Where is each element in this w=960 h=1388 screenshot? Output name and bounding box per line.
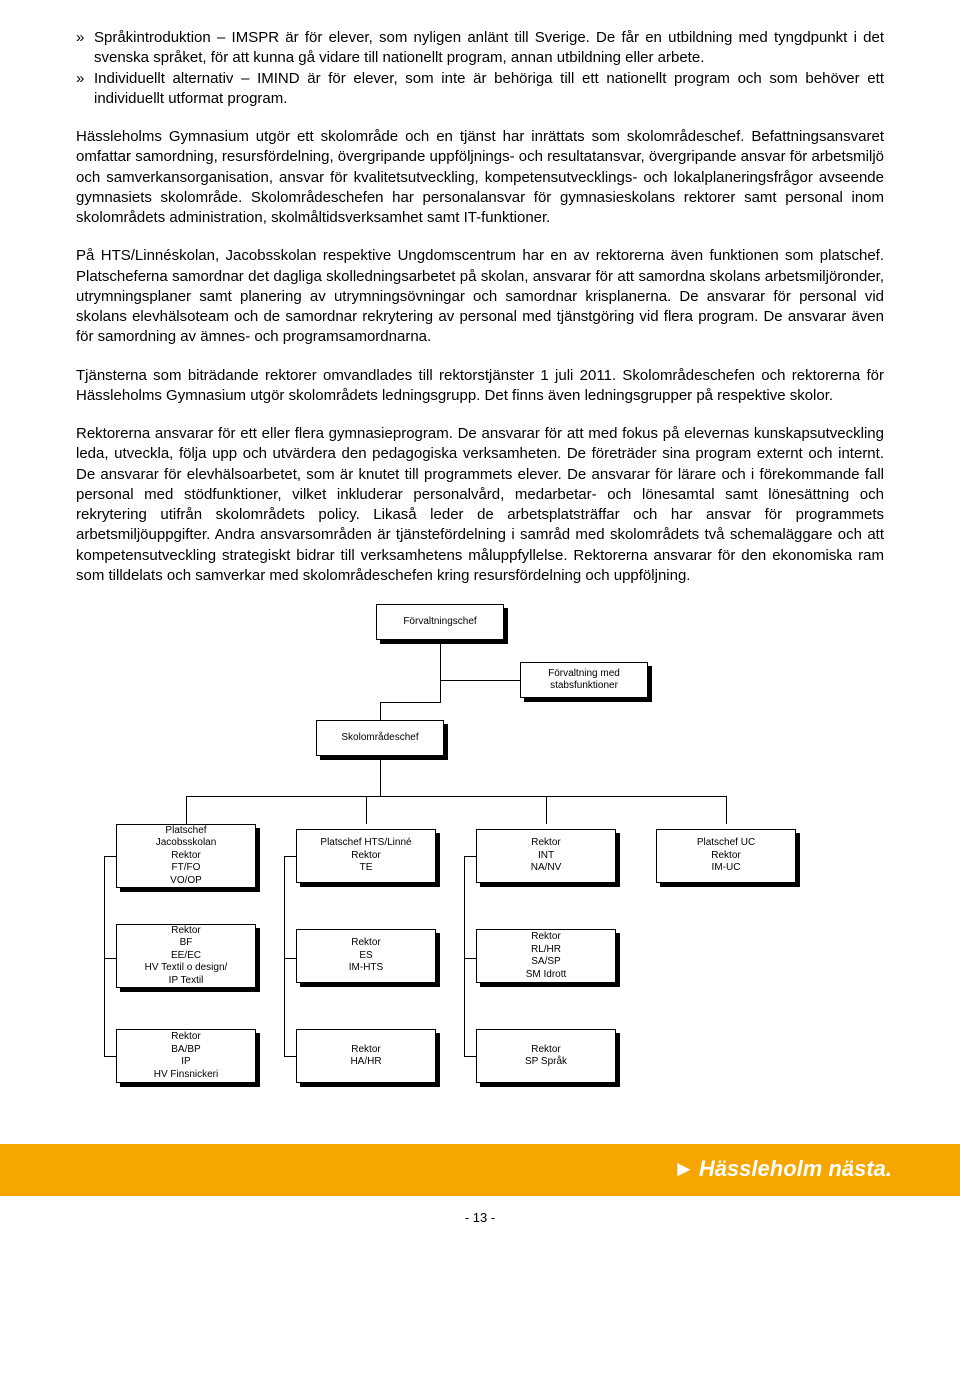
bullet-text: Individuellt alternativ – IMIND är för e… — [94, 69, 884, 110]
org-connector — [104, 958, 105, 1056]
org-node: Rektor INT NA/NV — [476, 829, 616, 883]
org-connector — [284, 856, 296, 857]
org-node-label: Platschef UC — [697, 837, 755, 850]
org-node: Rektor HA/HR — [296, 1029, 436, 1083]
footer-brand-text: Hässleholm nästa. — [699, 1156, 892, 1181]
org-connector — [464, 958, 476, 959]
org-node-label: Rektor — [351, 937, 380, 950]
org-connector — [104, 856, 105, 958]
org-connector — [380, 756, 381, 796]
org-node-forvaltningschef: Förvaltningschef — [376, 604, 504, 640]
org-connector — [726, 796, 727, 824]
org-node-label: Platschef HTS/Linné — [320, 837, 411, 850]
body-text: » Språkintroduktion – IMSPR är för eleve… — [76, 28, 884, 586]
org-node: Platschef HTS/Linné Rektor TE — [296, 829, 436, 883]
org-node-label: Rektor — [711, 850, 740, 863]
org-node-label: INT — [538, 850, 554, 863]
org-node-label: SP Språk — [525, 1056, 567, 1069]
org-node-label: IM-UC — [712, 862, 741, 875]
bullet-mark: » — [76, 28, 94, 69]
paragraph: Hässleholms Gymnasium utgör ett skolområ… — [76, 127, 884, 228]
org-chart-area: Förvaltningschef Förvaltning med stabsfu… — [76, 604, 884, 1124]
bullet-text: Språkintroduktion – IMSPR är för elever,… — [94, 28, 884, 69]
org-connector — [284, 958, 285, 1056]
org-node-label: Rektor — [531, 931, 560, 944]
org-node-label: Rektor — [351, 850, 380, 863]
org-connector — [104, 1056, 116, 1057]
org-node-label: EE/EC — [171, 950, 201, 963]
org-connector — [464, 856, 465, 958]
paragraph: Tjänsterna som biträdande rektorer omvan… — [76, 366, 884, 407]
org-node-label: Skolområdeschef — [341, 732, 418, 745]
paragraph: Rektorerna ansvarar för ett eller flera … — [76, 424, 884, 586]
org-node-label: VO/OP — [170, 875, 202, 888]
footer-brand: ►Hässleholm nästa. — [673, 1156, 892, 1182]
org-node: Rektor ES IM-HTS — [296, 929, 436, 983]
org-node-label: IM-HTS — [349, 962, 383, 975]
org-node-label: IP Textil — [169, 975, 204, 988]
org-node-label: HV Finsnickeri — [154, 1069, 218, 1082]
org-node: Rektor BA/BP IP HV Finsnickeri — [116, 1029, 256, 1083]
org-node-skolomradeschef: Skolområdeschef — [316, 720, 444, 756]
org-node-label: Förvaltning med — [548, 668, 620, 681]
org-node: Platschef Jacobsskolan Rektor FT/FO VO/O… — [116, 824, 256, 888]
org-connector — [464, 958, 465, 1056]
org-node-label: Rektor — [171, 925, 200, 938]
org-node-label: Platschef — [165, 825, 206, 838]
org-node-label: TE — [360, 862, 373, 875]
org-chart: Förvaltningschef Förvaltning med stabsfu… — [76, 604, 884, 1124]
bullet-mark: » — [76, 69, 94, 110]
org-connector — [284, 856, 285, 958]
page-number: - 13 - — [0, 1196, 960, 1249]
org-connector — [464, 1056, 476, 1057]
org-node-label: Rektor — [531, 837, 560, 850]
footer-bar: ►Hässleholm nästa. — [0, 1144, 960, 1196]
org-node-label: Rektor — [531, 1044, 560, 1057]
org-connector — [186, 796, 187, 824]
page: » Språkintroduktion – IMSPR är för eleve… — [0, 0, 960, 1144]
org-node-label: BF — [180, 937, 193, 950]
org-connector — [440, 640, 441, 680]
org-node-label: FT/FO — [172, 862, 201, 875]
org-node-label: IP — [181, 1056, 190, 1069]
org-node-label: SM Idrott — [526, 969, 567, 982]
bullet-item: » Språkintroduktion – IMSPR är för eleve… — [76, 28, 884, 69]
org-node: Rektor BF EE/EC HV Textil o design/ IP T… — [116, 924, 256, 988]
org-connector — [104, 958, 116, 959]
org-node-label: Jacobsskolan — [156, 837, 217, 850]
org-connector — [186, 796, 727, 797]
org-connector — [284, 958, 296, 959]
org-node-label: NA/NV — [531, 862, 562, 875]
org-connector — [380, 702, 441, 703]
org-connector — [284, 1056, 296, 1057]
org-node-label: Rektor — [171, 850, 200, 863]
org-node-label: Förvaltningschef — [403, 616, 476, 629]
org-node-stab: Förvaltning med stabsfunktioner — [520, 662, 648, 698]
paragraph: På HTS/Linnéskolan, Jacobsskolan respekt… — [76, 246, 884, 347]
org-connector — [380, 702, 381, 720]
org-connector — [440, 680, 520, 681]
org-node-label: stabsfunktioner — [550, 680, 618, 693]
org-node-label: Rektor — [351, 1044, 380, 1057]
org-connector — [366, 796, 367, 824]
org-node-label: RL/HR — [531, 944, 561, 957]
org-node-label: HV Textil o design/ — [145, 962, 228, 975]
org-node: Rektor RL/HR SA/SP SM Idrott — [476, 929, 616, 983]
org-connector — [440, 680, 441, 702]
org-node-label: HA/HR — [350, 1056, 381, 1069]
org-node-label: Rektor — [171, 1031, 200, 1044]
org-node: Rektor SP Språk — [476, 1029, 616, 1083]
org-node-label: SA/SP — [531, 956, 560, 969]
org-node-label: ES — [359, 950, 372, 963]
bullet-list: » Språkintroduktion – IMSPR är för eleve… — [76, 28, 884, 109]
arrow-icon: ► — [673, 1156, 695, 1182]
org-node: Platschef UC Rektor IM-UC — [656, 829, 796, 883]
bullet-item: » Individuellt alternativ – IMIND är för… — [76, 69, 884, 110]
org-connector — [104, 856, 116, 857]
org-node-label: BA/BP — [171, 1044, 200, 1057]
org-connector — [546, 796, 547, 824]
org-connector — [464, 856, 476, 857]
